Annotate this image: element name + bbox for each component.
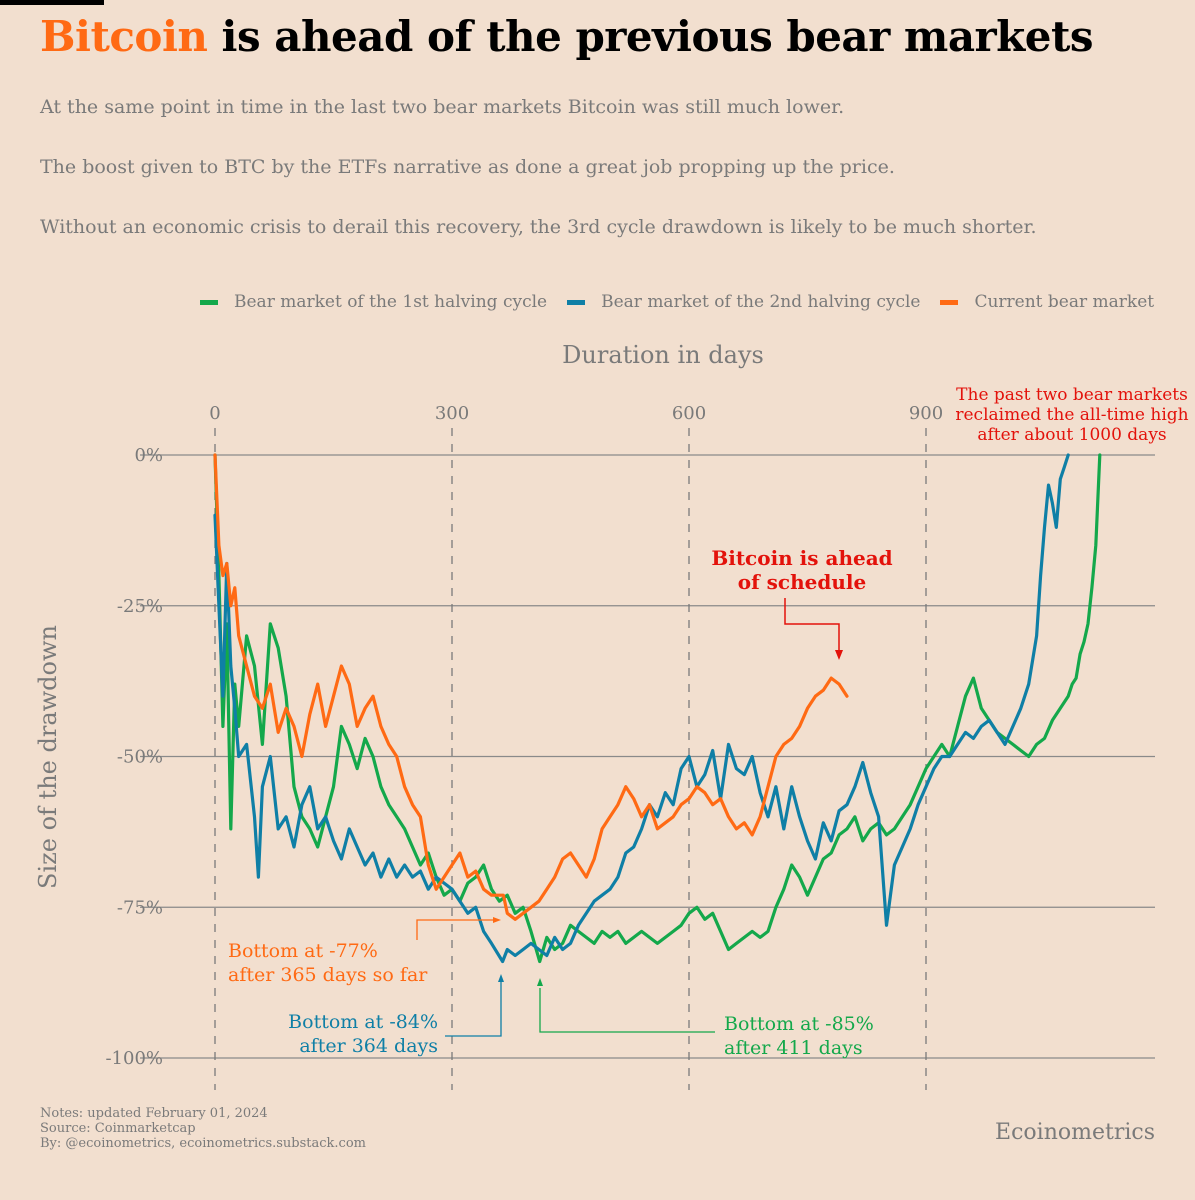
annotation-red-line-2: of schedule — [738, 570, 866, 594]
x-tick-label: 900 — [909, 403, 943, 424]
annotation-red-arrow — [835, 650, 843, 660]
subtitle-line-1: At the same point in time in the last tw… — [40, 96, 845, 118]
legend-item-2nd-cycle: Bear market of the 2nd halving cycle — [567, 292, 920, 312]
notes-updated: Notes: updated February 01, 2024 — [40, 1106, 268, 1121]
title-highlight: Bitcoin — [40, 12, 208, 61]
annotation-green-line-2: after 411 days — [724, 1037, 863, 1059]
y-tick-label: -50% — [117, 747, 163, 768]
annotation-orange-arrow — [493, 917, 501, 923]
chart-title: Bitcoin is ahead of the previous bear ma… — [40, 12, 1094, 61]
notes-source: Source: Coinmarketcap — [40, 1121, 196, 1136]
legend-label-current: Current bear market — [974, 292, 1155, 312]
series-line-2 — [213, 453, 1070, 964]
y-tick-label: 0% — [134, 445, 163, 466]
y-tick-label: -100% — [105, 1048, 163, 1069]
annotation-blue-leader — [445, 982, 502, 1037]
y-tick-label: -25% — [117, 596, 163, 617]
notes: Notes: updated February 01, 2024 Source:… — [40, 1106, 366, 1151]
annotation-blue-arrow — [498, 974, 504, 982]
x-tick-label: 300 — [435, 403, 469, 424]
annotation-green-leader — [539, 988, 715, 1033]
annotation-red-leader — [784, 598, 840, 650]
annotation-orange-leader — [416, 919, 493, 940]
legend: Bear market of the 1st halving cycle Bea… — [200, 290, 1154, 314]
notes-byline: By: @ecoinometrics, ecoinometrics.substa… — [40, 1136, 366, 1151]
subtitle-line-2: The boost given to BTC by the ETFs narra… — [40, 156, 895, 178]
annotation-ath-line-1: The past two bear markets — [956, 385, 1188, 405]
x-tick-label: 600 — [672, 403, 706, 424]
annotation-ath-line-3: after about 1000 days — [977, 425, 1166, 445]
top-accent-bar — [0, 0, 104, 5]
series-line-3 — [213, 453, 849, 921]
annotation-red-line-1: Bitcoin is ahead — [711, 546, 892, 570]
legend-label-2nd-cycle: Bear market of the 2nd halving cycle — [601, 292, 921, 312]
annotation-ath-line-2: reclaimed the all-time high — [955, 405, 1188, 425]
series-line-1 — [213, 453, 1102, 964]
annotation-blue-line-1: Bottom at -84% — [288, 1011, 438, 1033]
x-axis-title: Duration in days — [562, 341, 764, 369]
annotation-orange-line-1: Bottom at -77% — [228, 940, 378, 962]
legend-item-1st-cycle: Bear market of the 1st halving cycle — [200, 292, 547, 312]
x-tick-label: 0 — [209, 403, 220, 424]
annotation-orange-line-2: after 365 days so far — [228, 964, 428, 986]
annotation-green-line-1: Bottom at -85% — [724, 1013, 874, 1035]
annotation-green-arrow — [537, 978, 543, 986]
brand-name: Ecoinometrics — [995, 1120, 1155, 1145]
title-rest: is ahead of the previous bear markets — [207, 12, 1094, 61]
y-axis-title: Size of the drawdown — [34, 625, 62, 889]
legend-label-1st-cycle: Bear market of the 1st halving cycle — [234, 292, 548, 312]
legend-item-current: Current bear market — [940, 292, 1154, 312]
subtitle-line-3: Without an economic crisis to derail thi… — [40, 216, 1037, 238]
y-tick-label: -75% — [117, 897, 163, 918]
legend-swatch-green — [200, 299, 218, 305]
annotation-blue-line-2: after 364 days — [299, 1035, 438, 1057]
legend-swatch-blue — [567, 299, 586, 305]
legend-swatch-orange — [940, 299, 959, 305]
